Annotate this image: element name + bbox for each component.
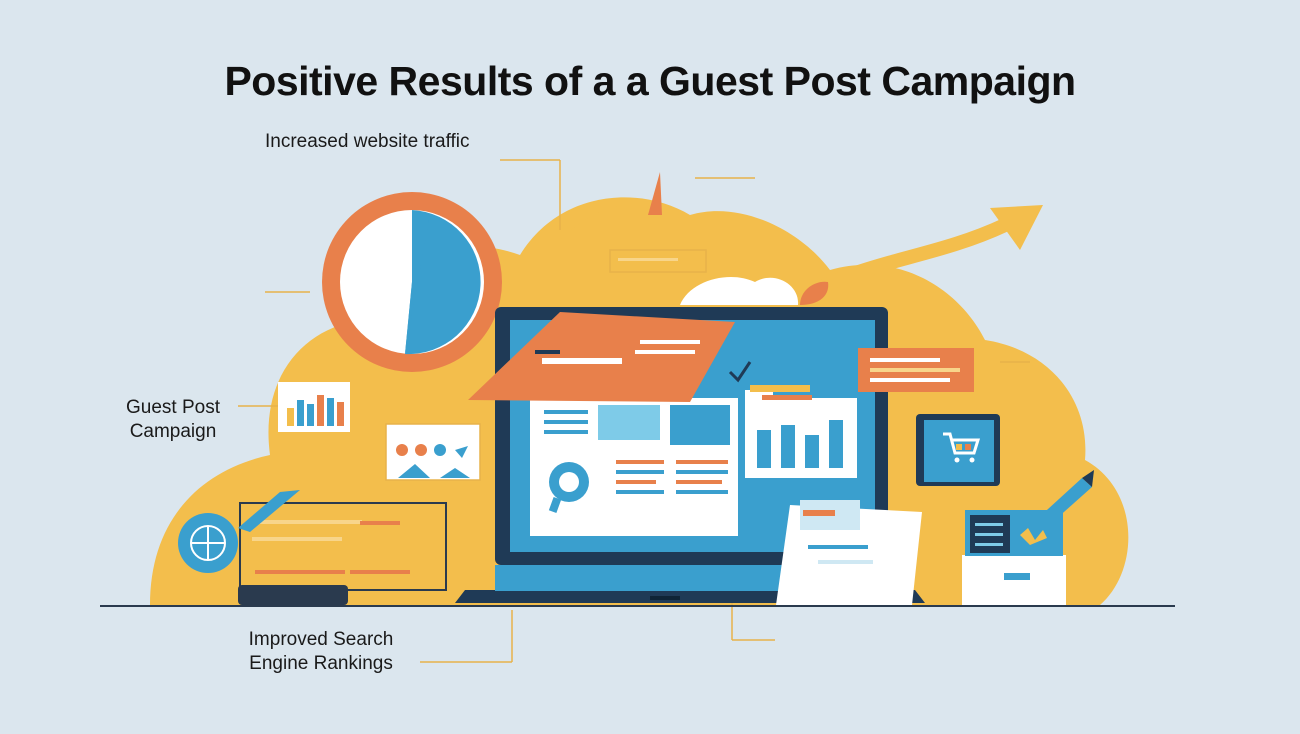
globe-icon [178, 513, 238, 573]
page-title: Positive Results of a a Guest Post Campa… [224, 58, 1076, 104]
white-cloud [680, 276, 799, 305]
label-improved-rankings: Improved Search Engine Rankings [226, 628, 416, 676]
desk-cabinet [238, 490, 447, 605]
papers-stack [776, 500, 922, 605]
label-guest-post-campaign: Guest Post Campaign [108, 396, 238, 444]
label-guest-line2: Campaign [129, 421, 217, 442]
bar-chart-icon [278, 382, 350, 432]
storage-box [962, 510, 1066, 605]
cart-icon [916, 414, 1000, 486]
top-line-card [609, 249, 707, 273]
image-card-icon [385, 423, 481, 481]
speech-card [858, 348, 974, 392]
pie-chart-icon [322, 192, 502, 372]
leaf-shape [800, 281, 829, 305]
label-seo-line1: Improved Search [248, 629, 394, 650]
label-seo-line2: Engine Rankings [249, 653, 393, 674]
search-icon [548, 462, 589, 513]
label-guest-line1: Guest Post [126, 397, 220, 418]
flag-shape [648, 172, 662, 215]
orange-tilted-card [468, 312, 752, 402]
label-increased-traffic: Increased website traffic [265, 130, 470, 154]
label-increased-traffic-text: Increased website traffic [265, 131, 470, 152]
pencil-icon [1036, 470, 1094, 528]
